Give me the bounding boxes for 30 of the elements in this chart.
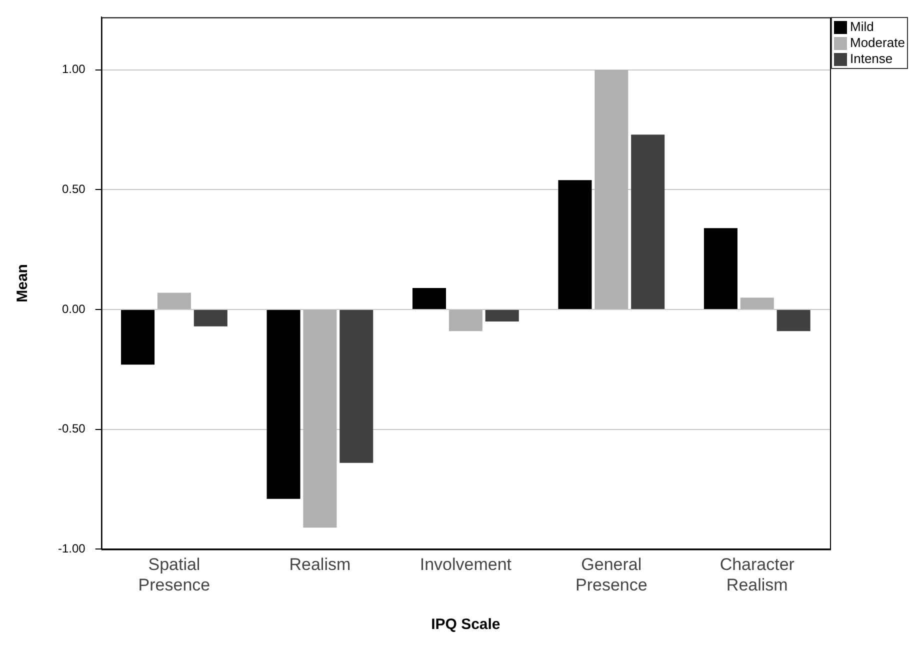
y-tick-label: -1.00 bbox=[58, 542, 86, 556]
bar bbox=[776, 310, 810, 332]
bar bbox=[704, 228, 738, 310]
y-tick-label: -0.50 bbox=[58, 422, 86, 436]
x-tick-label: Realism bbox=[289, 555, 351, 574]
bar bbox=[194, 310, 228, 326]
legend-label: Moderate bbox=[849, 35, 905, 52]
legend-label: Intense bbox=[849, 51, 894, 68]
legend-label: Mild bbox=[849, 19, 875, 36]
bar bbox=[266, 310, 300, 499]
bar bbox=[594, 70, 628, 310]
bar bbox=[303, 310, 337, 528]
bar bbox=[340, 310, 374, 463]
x-tick-label: Spatial Presence bbox=[138, 555, 210, 594]
y-tick-label: 0.00 bbox=[62, 302, 86, 316]
x-tick-label: Involvement bbox=[420, 555, 512, 574]
bar bbox=[631, 134, 665, 310]
bar bbox=[485, 310, 519, 322]
y-tick-label: 0.50 bbox=[62, 182, 86, 196]
x-tick-label: Character Realism bbox=[720, 555, 795, 594]
bar bbox=[448, 310, 482, 332]
y-axis-title: Mean bbox=[14, 264, 32, 302]
x-axis-title: IPQ Scale bbox=[431, 616, 500, 634]
y-tick-label: 1.00 bbox=[62, 62, 86, 76]
bar bbox=[558, 180, 592, 310]
x-tick-label: General Presence bbox=[575, 555, 648, 594]
bar bbox=[157, 292, 191, 310]
bar bbox=[412, 288, 446, 310]
bar bbox=[121, 310, 155, 365]
bar bbox=[740, 298, 774, 310]
